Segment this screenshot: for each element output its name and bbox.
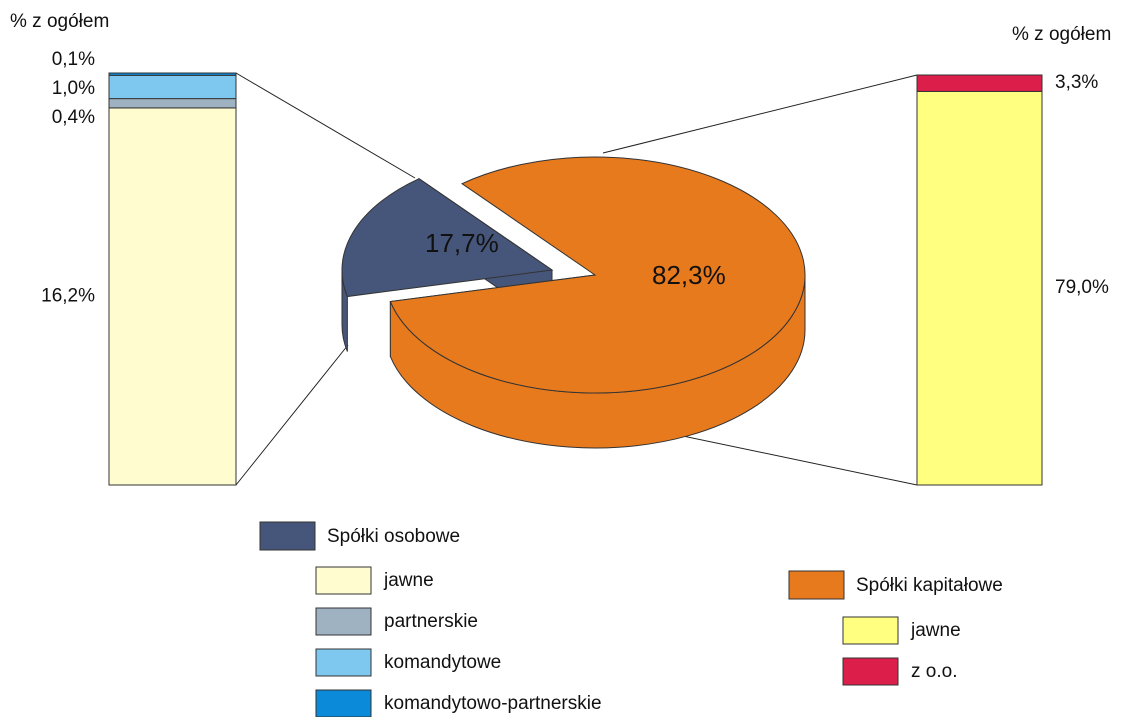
legend-swatch	[315, 689, 372, 717]
legend-swatch	[315, 607, 372, 636]
axis-label: % z ogółem	[1012, 24, 1111, 45]
pie-slice	[389, 156, 806, 394]
legend-label: z o.o.	[911, 661, 957, 682]
value-label: 0,4%	[52, 107, 95, 128]
legend-swatch	[315, 648, 372, 677]
legend-label: jawne	[383, 570, 434, 591]
legend-label: partnerskie	[384, 611, 478, 632]
value-label: 3,3%	[1055, 72, 1098, 93]
slice-label: 17,7%	[425, 228, 499, 258]
value-label: 16,2%	[41, 285, 95, 306]
bar-segment	[108, 98, 237, 109]
axis-label: % z ogółem	[10, 11, 109, 32]
legend-label: Spółki kapitałowe	[856, 575, 1003, 596]
legend-label: Spółki osobowe	[327, 526, 460, 547]
value-label: 1,0%	[52, 78, 95, 99]
legend-label: komandytowe	[384, 652, 501, 673]
legend-label: komandytowo-partnerskie	[384, 693, 602, 714]
bar-segment	[916, 74, 1043, 92]
legend-swatch	[259, 521, 316, 551]
bar-segment	[916, 90, 1043, 486]
legend-swatch	[842, 616, 899, 645]
value-label: 79,0%	[1055, 277, 1109, 298]
bar-segment	[108, 74, 237, 100]
bar-segment	[108, 107, 237, 486]
slice-label: 82,3%	[652, 260, 726, 290]
leader-line	[602, 74, 918, 154]
legend-swatch	[315, 566, 372, 595]
bar-segment	[108, 72, 237, 76]
legend-swatch	[788, 570, 845, 600]
legend-label: jawne	[910, 620, 961, 641]
leader-line	[235, 72, 416, 179]
value-label: 0,1%	[52, 49, 95, 70]
pie-slice	[341, 178, 554, 298]
leader-line	[235, 344, 349, 486]
legend-swatch	[842, 657, 899, 686]
